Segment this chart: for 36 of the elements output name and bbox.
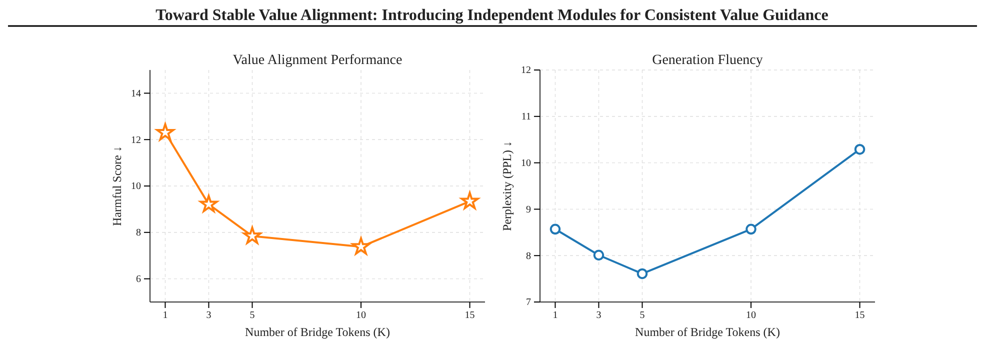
x-tick-label: 3 [206,310,212,322]
x-tick-label: 10 [746,310,756,322]
x-tick-label: 1 [552,310,558,322]
y-tick-label: 14 [131,88,141,100]
y-tick-label: 8 [526,250,531,262]
point [593,250,604,260]
text: Toward Stable Value Alignment: Introducing Independent Modules for Consistent Value Guidance [156,7,828,24]
point [460,192,479,210]
y-tick-label: 6 [136,274,141,285]
x-axis-title: Number of Bridge Tokens (K) [635,325,780,339]
x-tick-label: 1 [162,310,168,322]
y-tick-label: 9 [526,204,531,216]
point [636,268,648,280]
chart-title: Generation Fluency [652,53,763,68]
x-tick-label: 5 [250,310,255,322]
x-tick-label: 5 [640,310,645,322]
x-tick-label: 15 [464,310,475,322]
y-tick-label: 12 [131,134,141,146]
point [200,194,218,212]
x-tick-label: 10 [356,310,366,322]
point [746,224,756,235]
y-tick-label: 12 [521,65,531,76]
y-tick-label: 11 [521,112,531,123]
y-tick-label: 10 [521,158,531,169]
x-tick-label: 3 [596,310,602,322]
y-tick-label: 8 [136,228,141,239]
y-tick-label: 7 [526,297,531,308]
chart-title: Value Alignment Performance [232,53,402,68]
x-axis-title: Number of Bridge Tokens (K) [245,325,390,339]
point [550,224,561,235]
point [352,237,370,255]
y-axis-title: Harmful Score ↓ [110,146,124,226]
point [854,144,866,155]
y-axis-title: Perplexity (PPL) ↓ [500,141,514,231]
x-tick-label: 15 [854,310,865,322]
y-tick-label: 10 [131,181,141,192]
